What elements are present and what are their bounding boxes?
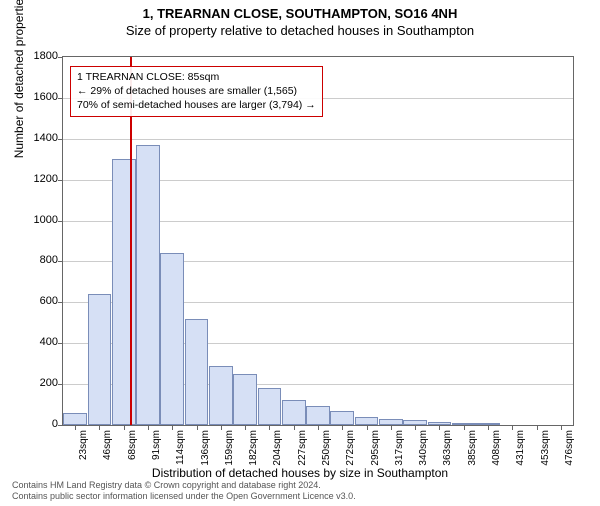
xtick-mark [537,425,538,430]
ytick-label: 0 [18,418,58,430]
bar [160,253,184,425]
ytick-mark [58,139,63,140]
annotation-line-2: ← 29% of detached houses are smaller (1,… [77,84,316,98]
bar [209,366,233,425]
xtick-mark [561,425,562,430]
xtick-label: 340sqm [418,430,429,480]
bar [355,417,379,425]
ytick-mark [58,261,63,262]
bar [112,159,136,425]
footnote-line-1: Contains HM Land Registry data © Crown c… [12,480,356,491]
ytick-mark [58,180,63,181]
xtick-mark [197,425,198,430]
annotation-line-1: 1 TREARNAN CLOSE: 85sqm [77,70,316,84]
xtick-label: 227sqm [297,430,308,480]
xtick-label: 23sqm [78,430,89,480]
footnote: Contains HM Land Registry data © Crown c… [12,480,356,503]
bar [330,411,354,425]
xtick-label: 408sqm [491,430,502,480]
bar [136,145,160,425]
xtick-label: 317sqm [394,430,405,480]
ytick-label: 400 [18,336,58,348]
xtick-label: 453sqm [540,430,551,480]
xtick-label: 431sqm [515,430,526,480]
xtick-mark [124,425,125,430]
ytick-mark [58,425,63,426]
bar [282,400,306,425]
ytick-label: 800 [18,254,58,266]
chart-title-address: 1, TREARNAN CLOSE, SOUTHAMPTON, SO16 4NH [0,6,600,21]
xtick-label: 91sqm [151,430,162,480]
xtick-mark [221,425,222,430]
chart-title-sub: Size of property relative to detached ho… [0,23,600,38]
ytick-mark [58,302,63,303]
xtick-mark [172,425,173,430]
xtick-mark [512,425,513,430]
ytick-label: 1200 [18,173,58,185]
annotation-line-3: 70% of semi-detached houses are larger (… [77,98,316,112]
bar [306,406,330,425]
ytick-label: 200 [18,377,58,389]
xtick-mark [367,425,368,430]
xtick-label: 250sqm [321,430,332,480]
bar [63,413,87,425]
xtick-label: 159sqm [224,430,235,480]
footnote-line-2: Contains public sector information licen… [12,491,356,502]
xtick-label: 363sqm [442,430,453,480]
ytick-mark [58,221,63,222]
annotation-box: 1 TREARNAN CLOSE: 85sqm ← 29% of detache… [70,66,323,117]
ytick-label: 600 [18,295,58,307]
xtick-mark [318,425,319,430]
ytick-label: 1000 [18,214,58,226]
ytick-mark [58,98,63,99]
xtick-mark [415,425,416,430]
xtick-label: 114sqm [175,430,186,480]
xtick-mark [464,425,465,430]
xtick-mark [488,425,489,430]
xtick-label: 476sqm [564,430,575,480]
xtick-mark [269,425,270,430]
xtick-mark [294,425,295,430]
xtick-mark [391,425,392,430]
ytick-label: 1600 [18,91,58,103]
xtick-mark [75,425,76,430]
xtick-label: 46sqm [102,430,113,480]
bar [258,388,282,425]
xtick-label: 204sqm [272,430,283,480]
xtick-label: 136sqm [200,430,211,480]
xtick-mark [99,425,100,430]
ytick-mark [58,57,63,58]
xtick-label: 68sqm [127,430,138,480]
ytick-label: 1400 [18,132,58,144]
xtick-label: 182sqm [248,430,259,480]
gridline [63,139,573,140]
bar [233,374,257,425]
xtick-label: 272sqm [345,430,356,480]
xtick-mark [148,425,149,430]
xtick-label: 385sqm [467,430,478,480]
bar [185,319,209,425]
xtick-mark [439,425,440,430]
xtick-label: 295sqm [370,430,381,480]
ytick-label: 1800 [18,50,58,62]
xtick-mark [245,425,246,430]
ytick-mark [58,343,63,344]
xtick-mark [342,425,343,430]
ytick-mark [58,384,63,385]
bar [88,294,112,425]
